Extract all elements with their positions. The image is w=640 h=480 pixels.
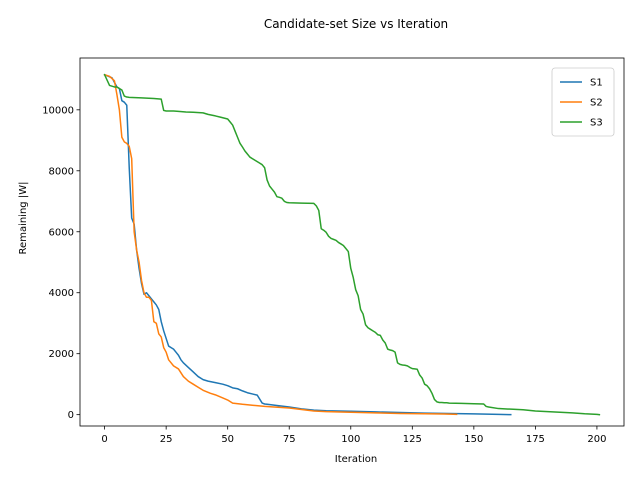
y-tick-label: 8000	[49, 166, 74, 177]
x-tick-label: 175	[526, 434, 545, 445]
x-tick-label: 150	[464, 434, 483, 445]
legend-box	[551, 67, 615, 137]
series-line-s3	[103, 73, 601, 416]
x-axis-ticks: 0 25 50 75 100 125 150 175 200	[101, 426, 606, 445]
y-axis-ticks: 0 2000 4000 6000 8000 10000	[42, 105, 80, 421]
y-tick-label: 4000	[49, 288, 74, 299]
legend-label-s1: S1	[590, 78, 603, 89]
x-axis-label: Iteration	[335, 454, 377, 465]
series-lines	[103, 73, 601, 416]
x-tick-label: 125	[403, 434, 422, 445]
x-tick-label: 100	[341, 434, 360, 445]
x-tick-label: 75	[283, 434, 296, 445]
series-line-s2	[103, 73, 458, 416]
plot-frame	[79, 57, 625, 427]
chart-title: Candidate-set Size vs Iteration	[264, 17, 448, 31]
legend-label-s2: S2	[590, 98, 603, 109]
y-tick-label: 2000	[49, 349, 74, 360]
y-tick-label: 10000	[42, 105, 74, 116]
legend-label-s3: S3	[590, 118, 603, 129]
x-tick-label: 25	[160, 434, 173, 445]
y-tick-label: 6000	[49, 227, 74, 238]
y-tick-label: 0	[68, 410, 74, 421]
y-axis-label: Remaining |W|	[18, 182, 29, 255]
x-tick-label: 50	[221, 434, 234, 445]
legend: S1 S2 S3	[551, 67, 615, 137]
x-tick-label: 0	[101, 434, 107, 445]
x-tick-label: 200	[587, 434, 606, 445]
